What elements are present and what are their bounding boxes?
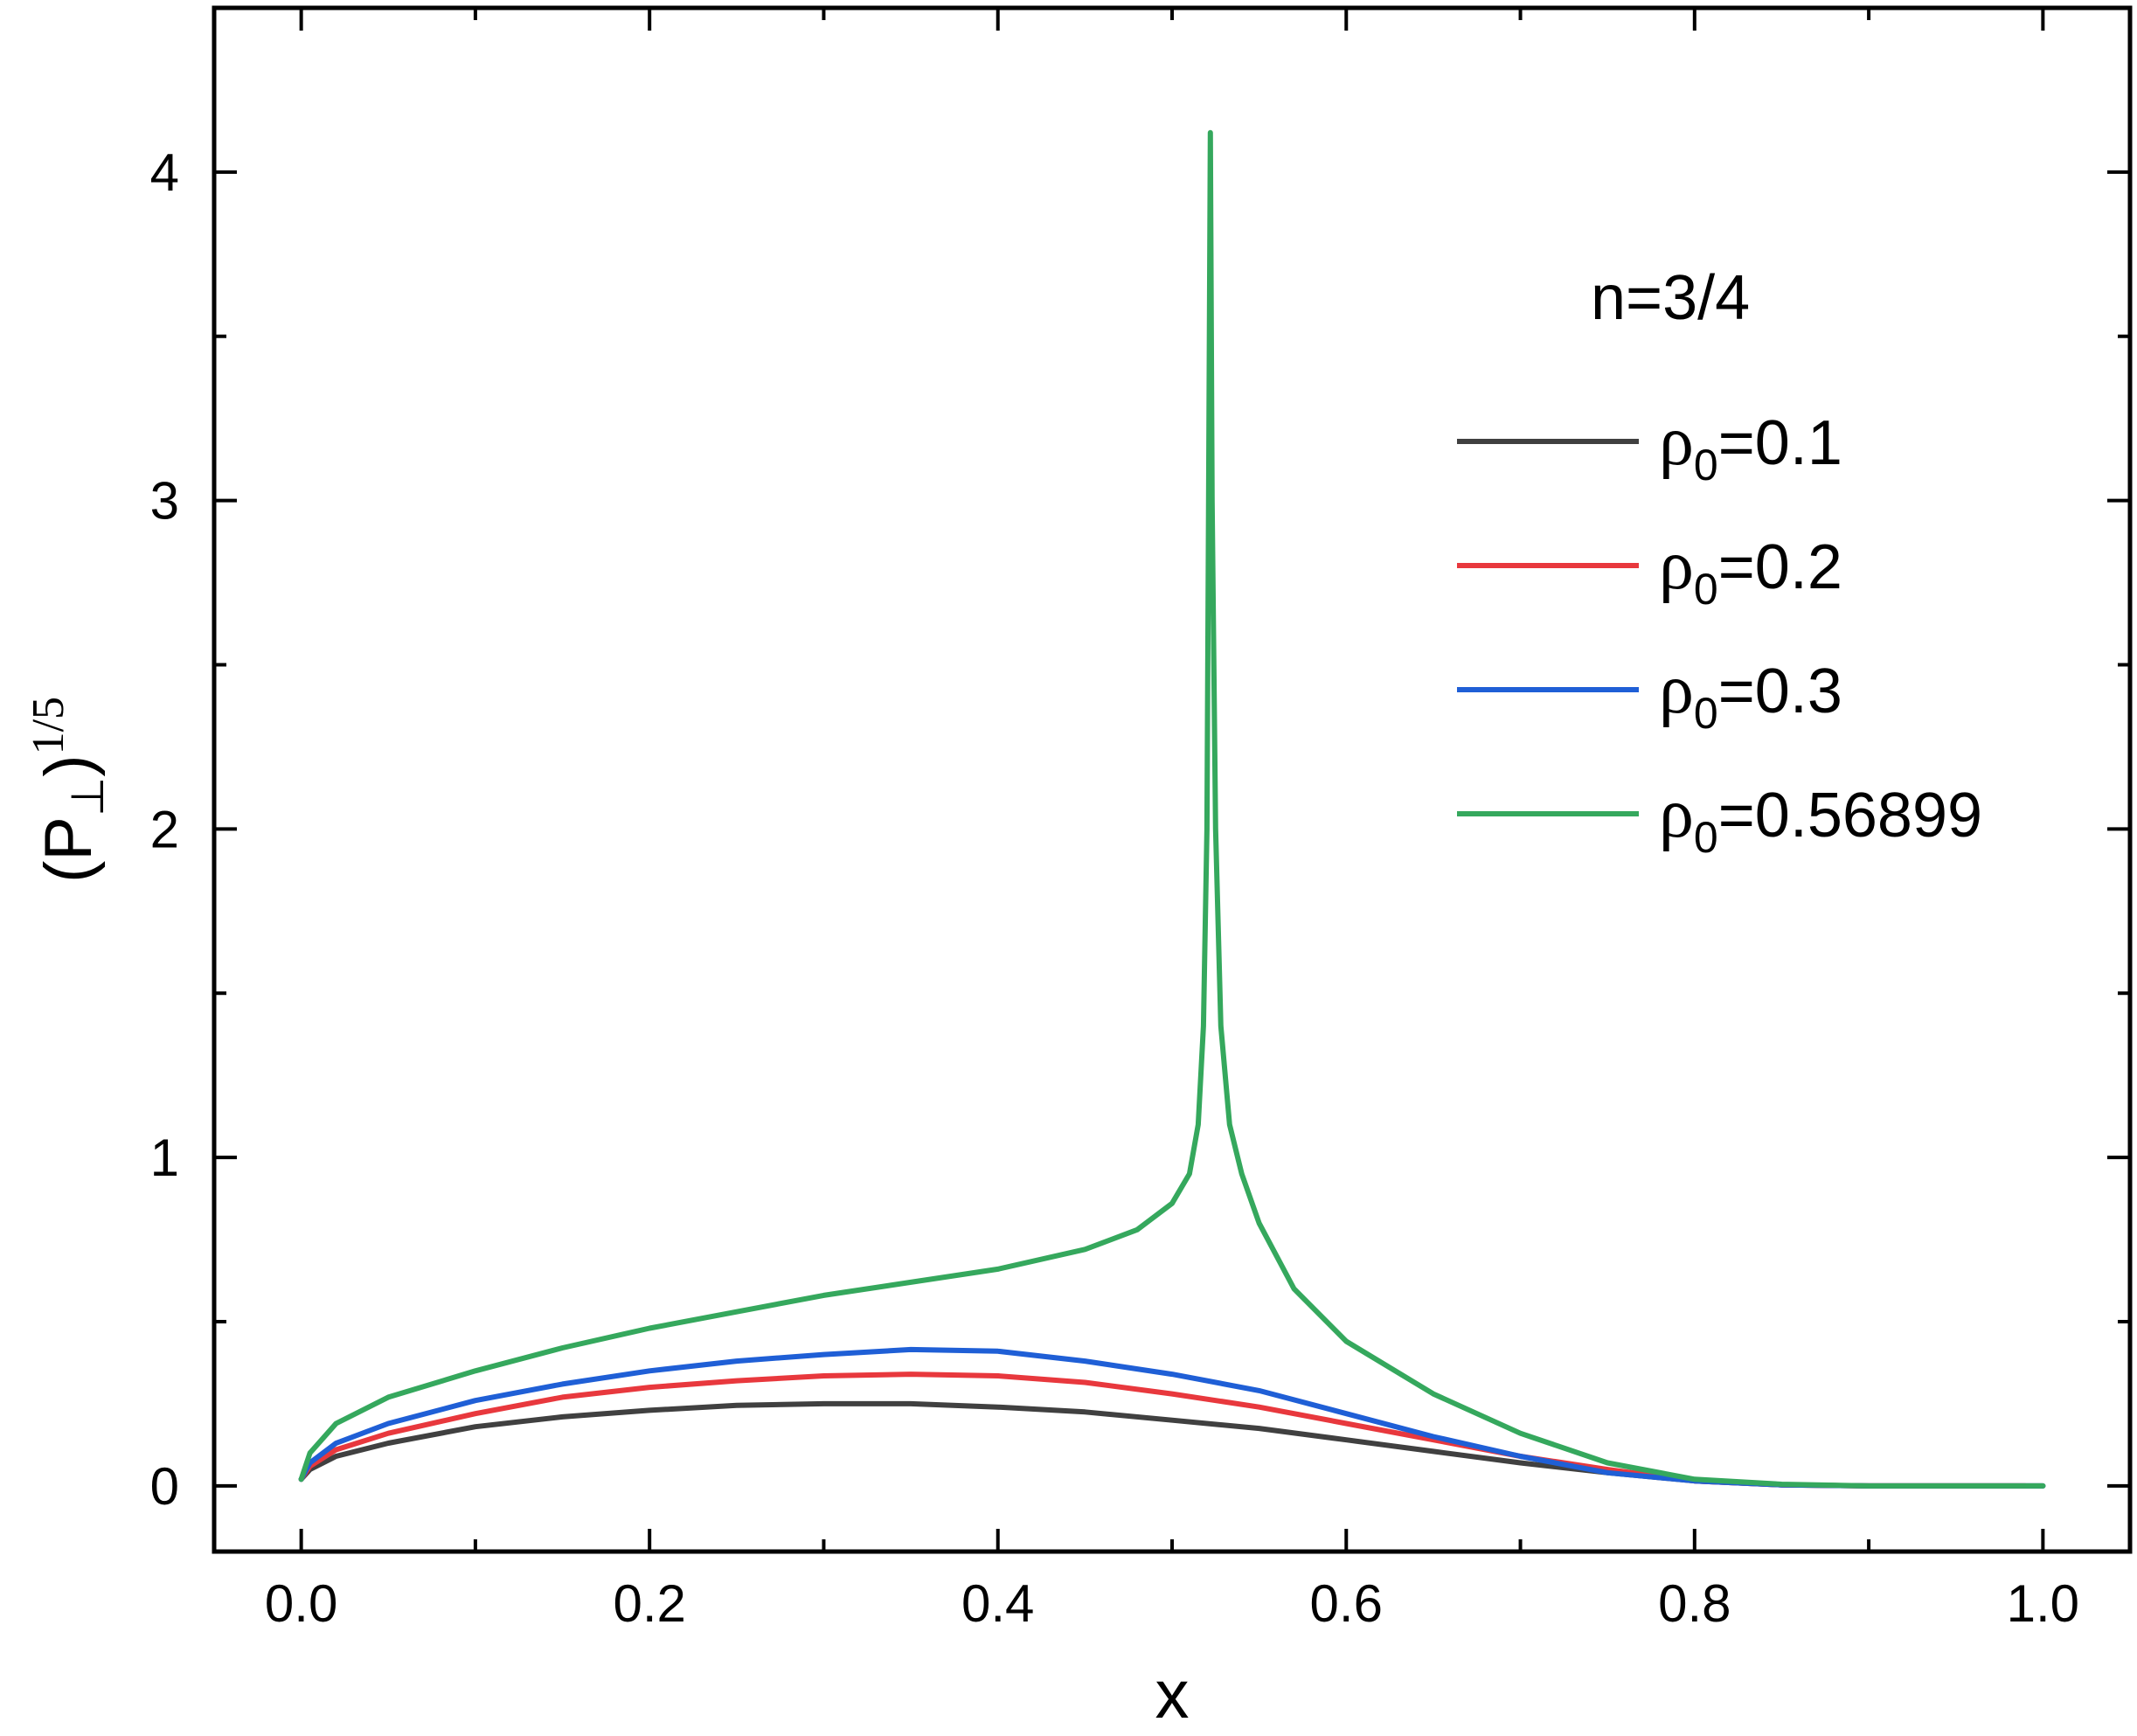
legend-entry: ρ0=0.56899	[1457, 775, 1982, 862]
y-tick-label: 3	[150, 472, 179, 531]
y-tick-label: 0	[150, 1457, 179, 1516]
x-tick-label: 0.8	[1658, 1574, 1731, 1633]
legend-label: ρ0=0.1	[1659, 403, 1842, 490]
series-line	[298, 1400, 2046, 1489]
annotation-label: n=3/4	[1591, 263, 1750, 333]
y-tick-label: 4	[150, 143, 179, 202]
x-tick-label: 0.0	[265, 1574, 337, 1633]
legend-entry: ρ0=0.1	[1457, 403, 1842, 490]
x-tick-label: 0.2	[613, 1574, 685, 1633]
plot-frame	[212, 5, 2133, 1554]
y-axis-title-base: (P	[31, 816, 106, 883]
series-layer	[298, 129, 2046, 1489]
x-tick-label: 1.0	[2007, 1574, 2079, 1633]
y-axis-title-sub: ⊥	[63, 777, 114, 816]
axis-ticks: 0.0 0.2 0.4 0.6 0.8 1.0 0 1 2 3 4	[150, 8, 2130, 1633]
y-axis-title-close: )	[31, 754, 106, 776]
legend: ρ0=0.1 ρ0=0.2 ρ0=0.3 ρ0=0.56899	[1457, 403, 1982, 862]
legend-label: ρ0=0.56899	[1659, 775, 1982, 862]
x-tick-label: 0.6	[1310, 1574, 1383, 1633]
legend-entry: ρ0=0.3	[1457, 651, 1842, 738]
legend-label: ρ0=0.2	[1659, 527, 1842, 614]
x-tick-label: 0.4	[961, 1574, 1034, 1633]
y-tick-label: 1	[150, 1128, 179, 1187]
series-line	[298, 1371, 2029, 1489]
x-axis-title: x	[1155, 1656, 1190, 1733]
legend-entry: ρ0=0.2	[1457, 527, 1842, 614]
y-tick-label: 2	[150, 800, 179, 858]
legend-label: ρ0=0.3	[1659, 651, 1842, 738]
y-axis-title: (P⊥)1/5	[24, 697, 114, 883]
series-line	[298, 129, 2046, 1489]
y-axis-title-sup: 1/5	[24, 697, 73, 754]
